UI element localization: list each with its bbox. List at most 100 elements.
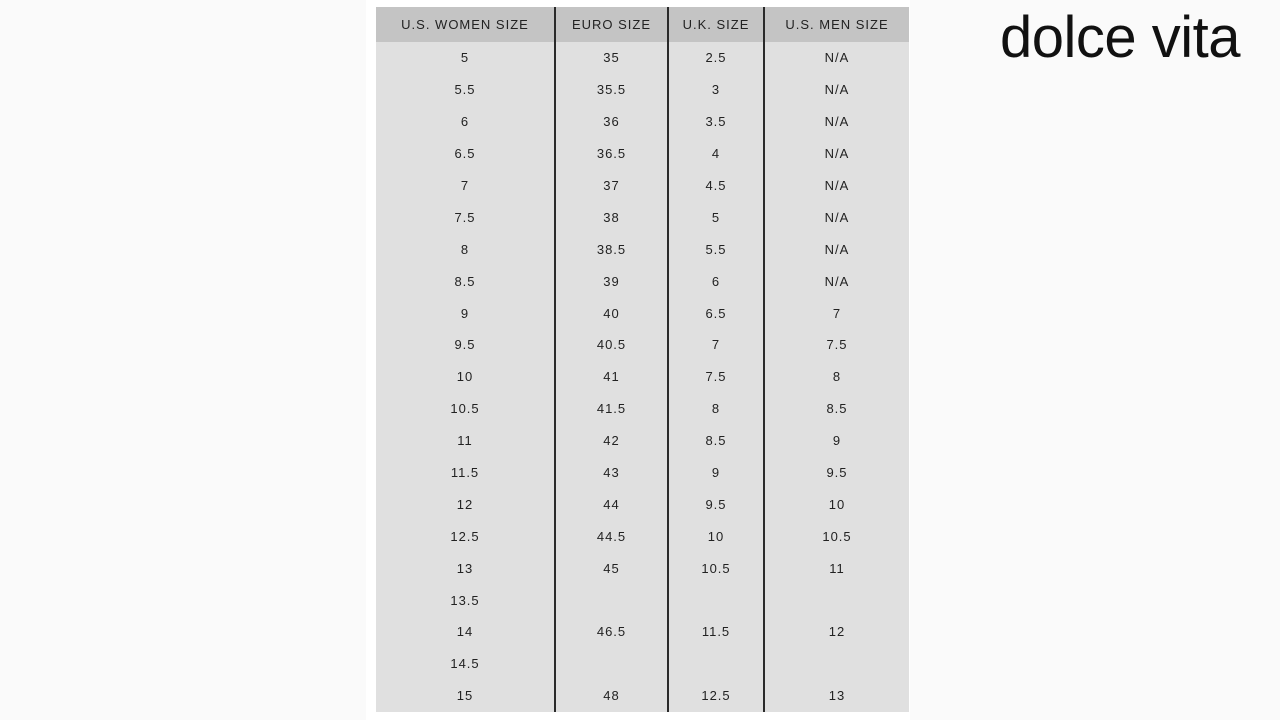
cell-euro bbox=[554, 647, 668, 680]
cell-us-men: 9.5 bbox=[763, 456, 909, 489]
cell-uk: 4.5 bbox=[667, 169, 764, 202]
table-row: 7 37 4.5 N/A bbox=[376, 169, 909, 202]
table-row: 5 35 2.5 N/A bbox=[376, 42, 909, 74]
cell-euro: 45 bbox=[554, 552, 668, 585]
cell-us-men: N/A bbox=[763, 265, 909, 298]
cell-us-women: 7.5 bbox=[376, 201, 555, 234]
table-row: 14.5 bbox=[376, 647, 909, 680]
cell-us-men: N/A bbox=[763, 169, 909, 202]
cell-us-women: 5 bbox=[376, 42, 555, 74]
cell-us-men: 12 bbox=[763, 616, 909, 648]
cell-euro: 35.5 bbox=[554, 73, 668, 106]
table-row: 13.5 bbox=[376, 584, 909, 617]
table-row: 11.5 43 9 9.5 bbox=[376, 456, 909, 489]
cell-euro: 35 bbox=[554, 42, 668, 74]
cell-uk: 10 bbox=[667, 520, 764, 553]
cell-us-women: 13.5 bbox=[376, 584, 555, 617]
table-row: 6.5 36.5 4 N/A bbox=[376, 137, 909, 170]
table-row: 8.5 39 6 N/A bbox=[376, 265, 909, 298]
cell-us-women: 9.5 bbox=[376, 329, 555, 361]
cell-us-men: 7.5 bbox=[763, 329, 909, 361]
table-row: 12 44 9.5 10 bbox=[376, 488, 909, 521]
table-row: 9.5 40.5 7 7.5 bbox=[376, 329, 909, 361]
cell-us-women: 11.5 bbox=[376, 456, 555, 489]
cell-euro: 41.5 bbox=[554, 392, 668, 425]
cell-uk: 4 bbox=[667, 137, 764, 170]
header-euro: EURO SIZE bbox=[554, 7, 668, 42]
cell-us-men: N/A bbox=[763, 137, 909, 170]
cell-us-men bbox=[763, 647, 909, 680]
cell-us-men: 11 bbox=[763, 552, 909, 585]
cell-us-women: 14.5 bbox=[376, 647, 555, 680]
cell-us-men: 10 bbox=[763, 488, 909, 521]
cell-us-women: 8 bbox=[376, 233, 555, 266]
cell-us-men: 7 bbox=[763, 297, 909, 330]
cell-uk: 11.5 bbox=[667, 616, 764, 648]
cell-uk: 10.5 bbox=[667, 552, 764, 585]
brand-logo: dolce vita bbox=[1000, 5, 1241, 70]
cell-euro bbox=[554, 584, 668, 617]
cell-us-men: N/A bbox=[763, 201, 909, 234]
cell-uk: 12.5 bbox=[667, 679, 764, 712]
cell-euro: 38.5 bbox=[554, 233, 668, 266]
cell-us-women: 14 bbox=[376, 616, 555, 648]
cell-us-women: 10 bbox=[376, 360, 555, 393]
cell-us-women: 6 bbox=[376, 105, 555, 138]
cell-us-women: 11 bbox=[376, 424, 555, 457]
cell-euro: 43 bbox=[554, 456, 668, 489]
table-row: 14 46.5 11.5 12 bbox=[376, 616, 909, 648]
cell-euro: 46.5 bbox=[554, 616, 668, 648]
table-row: 12.5 44.5 10 10.5 bbox=[376, 520, 909, 553]
cell-uk: 3 bbox=[667, 73, 764, 106]
table-row: 11 42 8.5 9 bbox=[376, 424, 909, 457]
cell-euro: 36.5 bbox=[554, 137, 668, 170]
table-row: 15 48 12.5 13 bbox=[376, 679, 909, 712]
cell-us-women: 9 bbox=[376, 297, 555, 330]
header-us-women: U.S. WOMEN SIZE bbox=[376, 7, 555, 42]
table-row: 10 41 7.5 8 bbox=[376, 360, 909, 393]
cell-us-men: N/A bbox=[763, 42, 909, 74]
cell-euro: 44 bbox=[554, 488, 668, 521]
cell-euro: 40.5 bbox=[554, 329, 668, 361]
cell-us-women: 13 bbox=[376, 552, 555, 585]
cell-uk bbox=[667, 584, 764, 617]
cell-us-men: 8 bbox=[763, 360, 909, 393]
cell-uk: 5 bbox=[667, 201, 764, 234]
cell-us-women: 12.5 bbox=[376, 520, 555, 553]
cell-us-men: 13 bbox=[763, 679, 909, 712]
table-row: 5.5 35.5 3 N/A bbox=[376, 73, 909, 106]
header-row: U.S. WOMEN SIZE EURO SIZE U.K. SIZE U.S.… bbox=[376, 7, 909, 42]
table-row: 10.5 41.5 8 8.5 bbox=[376, 392, 909, 425]
cell-euro: 39 bbox=[554, 265, 668, 298]
table-row: 6 36 3.5 N/A bbox=[376, 105, 909, 138]
cell-uk: 6 bbox=[667, 265, 764, 298]
cell-us-women: 5.5 bbox=[376, 73, 555, 106]
cell-us-women: 7 bbox=[376, 169, 555, 202]
header-uk: U.K. SIZE bbox=[667, 7, 764, 42]
cell-euro: 38 bbox=[554, 201, 668, 234]
cell-uk: 8 bbox=[667, 392, 764, 425]
table-row: 8 38.5 5.5 N/A bbox=[376, 233, 909, 266]
cell-uk: 7.5 bbox=[667, 360, 764, 393]
cell-us-women: 15 bbox=[376, 679, 555, 712]
cell-us-women: 8.5 bbox=[376, 265, 555, 298]
header-us-men: U.S. MEN SIZE bbox=[763, 7, 909, 42]
cell-us-women: 10.5 bbox=[376, 392, 555, 425]
cell-us-men: 10.5 bbox=[763, 520, 909, 553]
cell-us-women: 6.5 bbox=[376, 137, 555, 170]
cell-euro: 40 bbox=[554, 297, 668, 330]
table-row: 13 45 10.5 11 bbox=[376, 552, 909, 585]
cell-us-men: 9 bbox=[763, 424, 909, 457]
table-row: 9 40 6.5 7 bbox=[376, 297, 909, 330]
cell-euro: 44.5 bbox=[554, 520, 668, 553]
cell-uk bbox=[667, 647, 764, 680]
cell-us-men: N/A bbox=[763, 233, 909, 266]
cell-uk: 6.5 bbox=[667, 297, 764, 330]
cell-uk: 7 bbox=[667, 329, 764, 361]
cell-uk: 2.5 bbox=[667, 42, 764, 74]
cell-euro: 37 bbox=[554, 169, 668, 202]
cell-us-women: 12 bbox=[376, 488, 555, 521]
table-row: 7.5 38 5 N/A bbox=[376, 201, 909, 234]
cell-uk: 3.5 bbox=[667, 105, 764, 138]
cell-uk: 5.5 bbox=[667, 233, 764, 266]
